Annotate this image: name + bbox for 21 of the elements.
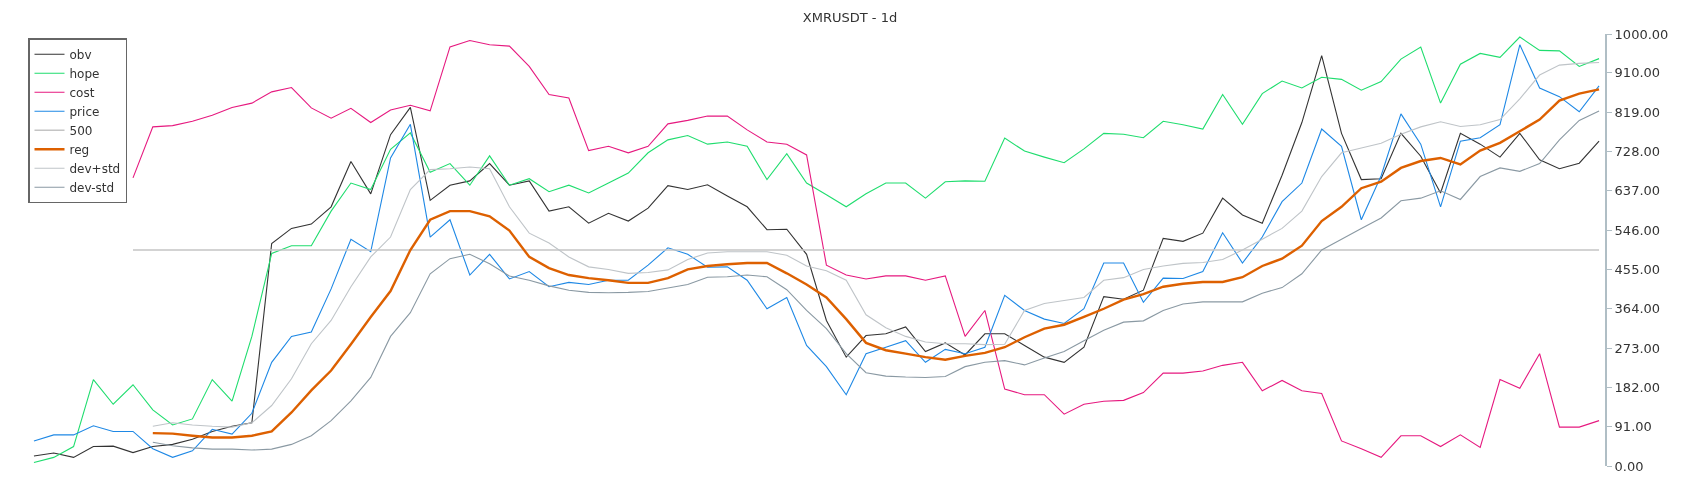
y-tick-label: 637.00 xyxy=(1614,183,1661,199)
legend-label: dev+std xyxy=(69,162,121,176)
y-tick-label: 0.00 xyxy=(1614,458,1644,474)
y-tick-label: 910.00 xyxy=(1614,65,1661,81)
y-tick-label: 182.00 xyxy=(1614,379,1661,395)
legend-label: obv xyxy=(69,48,92,62)
legend-label: price xyxy=(69,105,100,119)
y-tick-label: 273.00 xyxy=(1614,340,1661,356)
y-tick-label: 728.00 xyxy=(1614,144,1661,160)
legend-label: cost xyxy=(69,86,95,100)
y-tick-label: 819.00 xyxy=(1614,104,1661,120)
chart-title: XMRUSDT - 1d xyxy=(802,9,898,25)
legend-label: hope xyxy=(69,67,100,81)
legend-label: reg xyxy=(69,143,90,157)
legend-label: dev-std xyxy=(69,181,115,195)
y-tick-label: 91.00 xyxy=(1614,419,1652,435)
y-tick-label: 1000.00 xyxy=(1614,26,1669,42)
y-tick-label: 455.00 xyxy=(1614,261,1661,277)
y-tick-label: 546.00 xyxy=(1614,222,1661,238)
y-tick-label: 364.00 xyxy=(1614,301,1661,317)
legend-label: 500 xyxy=(69,124,93,138)
